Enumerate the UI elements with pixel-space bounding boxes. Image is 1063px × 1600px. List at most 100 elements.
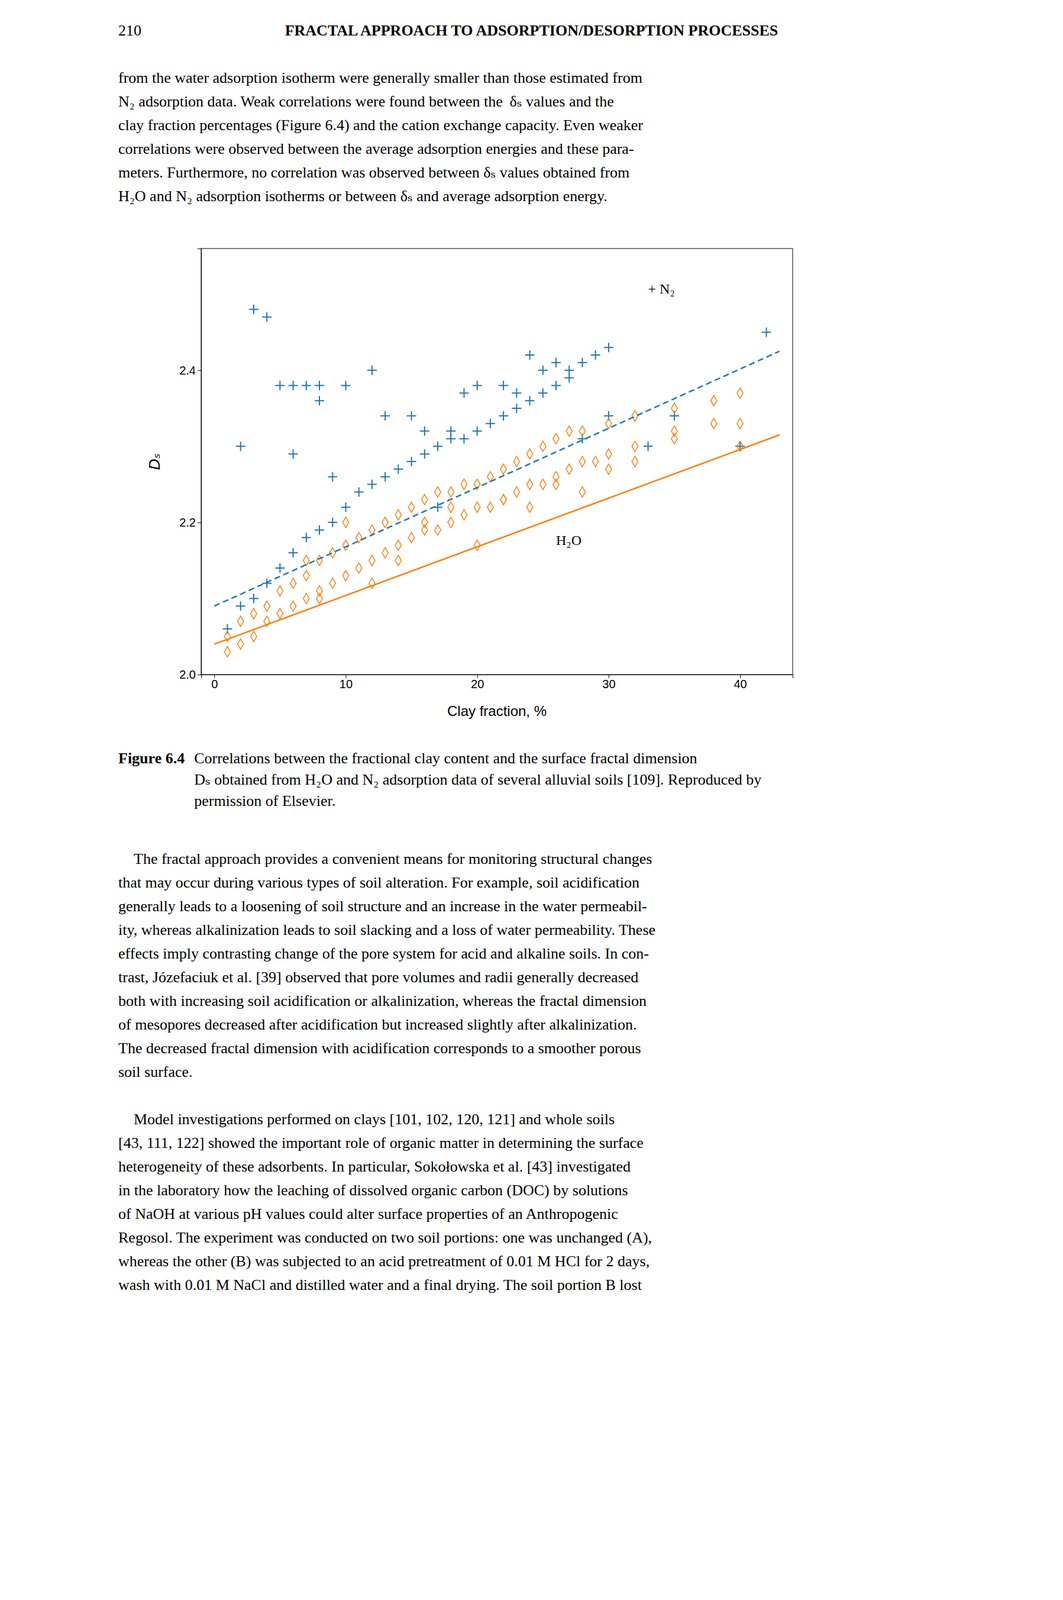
x-tick: 20	[470, 674, 484, 691]
diamond-point	[276, 585, 283, 597]
plus-point	[590, 350, 601, 360]
x-axis-line	[201, 674, 794, 679]
diamond-point	[289, 600, 296, 612]
diamond-point	[631, 410, 638, 422]
plus-point	[327, 472, 338, 482]
x-tick: 10	[339, 674, 353, 691]
diamond-point	[395, 509, 402, 520]
x-tick: 40	[733, 674, 747, 691]
plus-point	[327, 517, 338, 528]
plus-point	[314, 525, 325, 535]
diamond-point	[316, 593, 323, 604]
diamond-point	[500, 493, 507, 505]
diamond-point	[579, 486, 586, 498]
y-tick-mark	[197, 370, 202, 371]
diamond-point	[553, 433, 560, 445]
diamond-point	[250, 631, 257, 642]
diamond-point	[671, 433, 678, 445]
diamond-point	[421, 493, 428, 505]
diamond-point	[447, 486, 454, 498]
plus-point	[262, 578, 272, 588]
plus-point	[367, 365, 377, 376]
diamond-point	[474, 501, 481, 513]
fit-line	[214, 434, 780, 645]
plus-point	[288, 448, 299, 459]
diamond-point	[487, 501, 494, 513]
plus-point	[236, 441, 246, 451]
plus-point	[314, 395, 325, 406]
diamond-point	[631, 440, 638, 452]
text-line: ity, whereas alkalinization leads to soi…	[118, 921, 656, 939]
diamond-point	[737, 387, 743, 399]
body-text-1: from the water adsorption isotherm were …	[118, 69, 644, 205]
diamond-point	[526, 448, 533, 460]
caption-line: Dₛ obtained from H₂O and N₂ adsorption d…	[194, 770, 762, 788]
plus-point	[249, 304, 259, 315]
diamond-point	[382, 517, 389, 528]
plus-point	[551, 380, 561, 390]
diamond-point	[303, 593, 310, 604]
text-line: of NaOH at various pH values could alter…	[118, 1204, 619, 1223]
y-tick: 2.4	[179, 363, 202, 377]
diamond-point	[711, 395, 717, 406]
y-axis-line	[197, 249, 202, 675]
diamond-point	[605, 418, 612, 429]
diamond-point	[447, 501, 454, 513]
text-line: of mesopores decreased after acidificati…	[118, 1015, 637, 1033]
diamond-point	[382, 547, 389, 558]
diamond-point	[329, 547, 336, 558]
text-line: trast, Józefaciuk et al. [39] observed t…	[118, 968, 639, 986]
diamond-point	[579, 456, 586, 467]
plus-point	[367, 479, 377, 490]
plus-point	[459, 388, 469, 398]
diamond-point	[329, 577, 336, 589]
x-axis-title: Clay fraction, %	[447, 702, 547, 719]
diamond-point	[237, 638, 244, 650]
plus-point	[511, 403, 522, 413]
plus-point	[511, 388, 522, 398]
plus-point	[669, 411, 680, 421]
diamond-point	[237, 615, 244, 627]
plus-point	[288, 547, 299, 558]
diamond-point	[408, 532, 415, 544]
diamond-point	[434, 486, 441, 498]
plus-point	[643, 441, 654, 451]
diamond-point	[289, 577, 296, 589]
plus-point	[354, 486, 364, 497]
text-line: effects imply contrasting change of the …	[118, 944, 649, 962]
y-tick-label: 2.0	[179, 667, 196, 681]
text-line: Model investigations performed on clays …	[118, 1110, 615, 1128]
text-line: wash with 0.01 Μ NaCl and distilled wate…	[118, 1275, 643, 1294]
diamond-point	[500, 463, 507, 475]
diamond-point	[303, 570, 310, 581]
page-header: FRACTAL APPROACH TO ADSORPTION/DESORPTIO…	[285, 21, 779, 40]
x-tick-label: 30	[602, 677, 616, 691]
x-tick-label: 0	[211, 677, 218, 691]
text-line: correlations were observed between the a…	[118, 140, 635, 158]
diamond-point	[408, 501, 415, 513]
y-axis: 2.02.22.4	[179, 249, 202, 681]
plus-point	[603, 411, 614, 421]
text-line: generally leads to a loosening of soil s…	[118, 897, 648, 915]
text-line: whereas the other (B) was subjected to a…	[118, 1252, 650, 1270]
plus-point	[314, 380, 325, 390]
diamond-point	[513, 486, 520, 498]
plus-point	[393, 464, 403, 474]
text-line: The decreased fractal dimension with aci…	[118, 1039, 642, 1057]
diamond-point	[553, 471, 560, 483]
y-axis-title: Dₛ	[145, 453, 164, 470]
diamond-point	[513, 456, 520, 467]
plus-point	[340, 502, 351, 512]
diamond-point	[395, 540, 402, 551]
plus-point	[485, 418, 496, 429]
y-tick-label: 2.4	[179, 363, 196, 377]
text-line: Regosol. The experiment was conducted on…	[118, 1228, 652, 1246]
text-line: soil surface.	[118, 1063, 193, 1081]
page: 210FRACTAL APPROACH TO ADSORPTION/DESORP…	[0, 0, 1063, 1600]
diamond-point	[224, 646, 231, 658]
marks	[214, 304, 780, 657]
y-tick-mark	[197, 522, 202, 523]
diamond-point	[460, 479, 467, 490]
body-text-2: The fractal approach provides a convenie…	[118, 850, 656, 1081]
text-line: [43, 111, 122] showed the important role…	[118, 1133, 644, 1152]
